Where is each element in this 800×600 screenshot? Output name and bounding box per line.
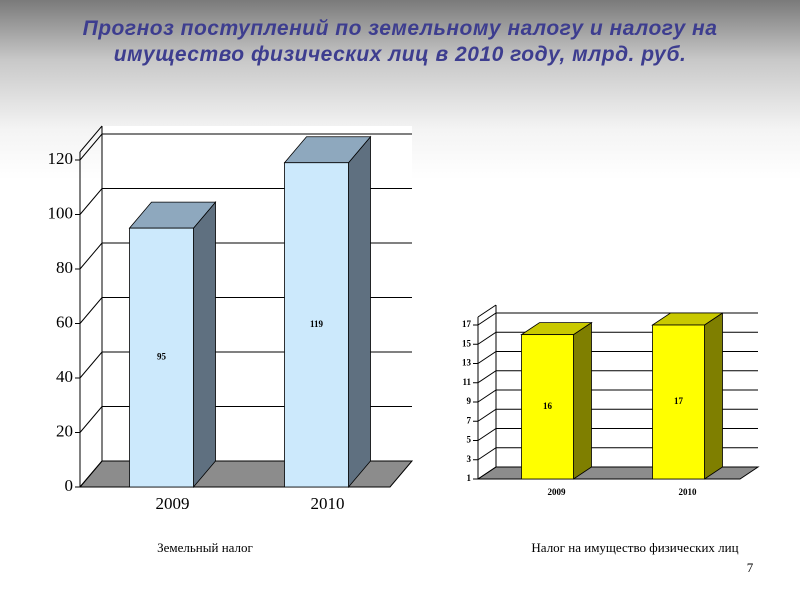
page-number: 7 [747,560,754,575]
grid-line [79,133,412,161]
chart-caption: Налог на имущество физических лиц [531,540,738,555]
slide-title: Прогноз поступлений по земельному налогу… [82,17,718,66]
y-tick-label: 1 [467,473,472,483]
chart-caption: Земельный налог [157,540,253,555]
x-tick-label: 2010 [311,494,345,513]
data-label: 95 [157,352,167,362]
y-tick-label: 120 [48,149,74,168]
y-tick-label: 17 [462,319,472,329]
y-tick-label: 11 [462,377,471,387]
side-wall [79,125,103,153]
bar [652,324,705,480]
y-tick-label: 7 [467,415,472,425]
bar-side [704,312,723,480]
data-label: 17 [674,396,684,406]
bar [284,162,349,488]
y-tick-label: 15 [462,338,472,348]
bar [521,334,574,480]
side-wall [477,304,497,318]
y-tick-label: 40 [56,367,73,386]
bar-side [193,201,216,489]
y-tick-label: 3 [467,454,472,464]
x-tick-label: 2009 [548,487,567,497]
x-tick-label: 2010 [679,487,698,497]
bar [129,227,194,488]
y-tick-label: 20 [56,421,73,440]
y-tick-label: 5 [467,435,472,445]
y-tick-label: 0 [65,476,74,495]
y-tick-label: 9 [467,396,472,406]
y-tick-label: 100 [48,203,74,222]
bar-side [348,135,371,489]
y-tick-label: 80 [56,258,73,277]
data-label: 119 [310,319,324,329]
x-tick-label: 2009 [156,494,190,513]
data-label: 16 [543,401,553,411]
bar-side [573,321,592,480]
y-tick-label: 13 [462,358,472,368]
y-tick-label: 60 [56,312,73,331]
